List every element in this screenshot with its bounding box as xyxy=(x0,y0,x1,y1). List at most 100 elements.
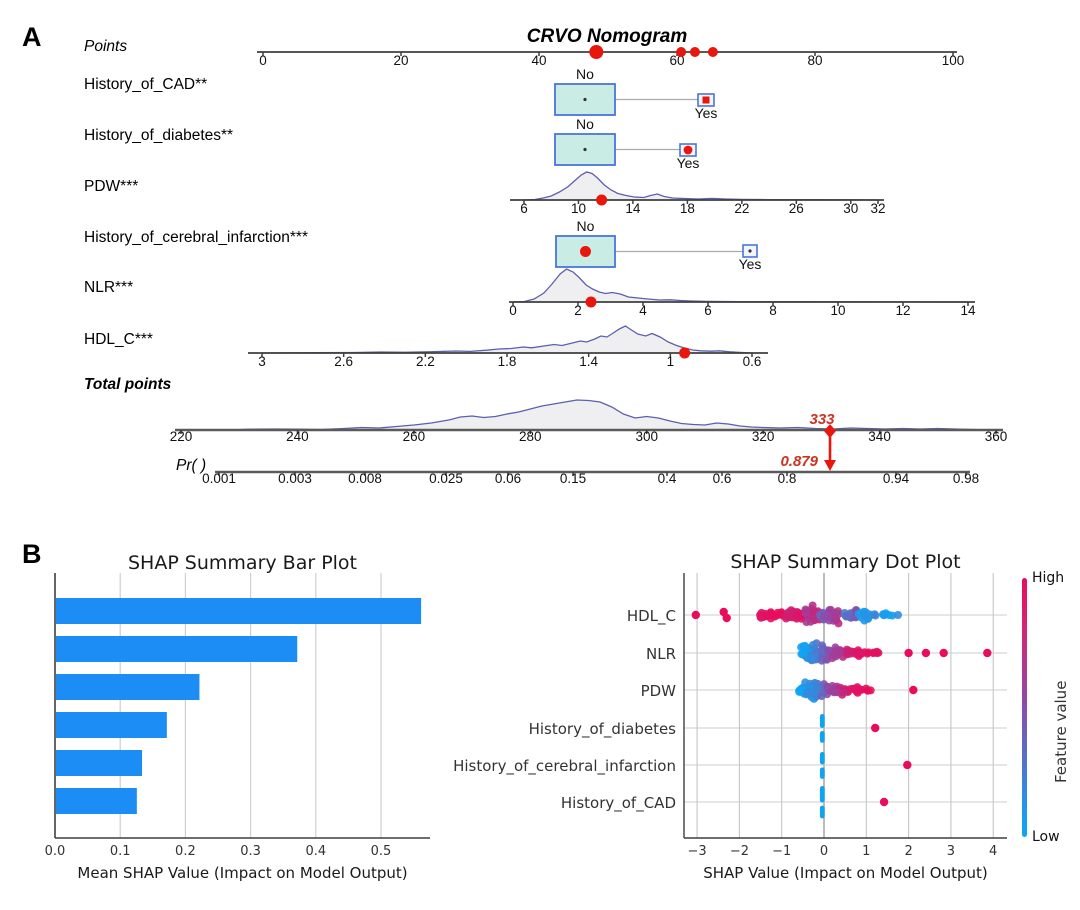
beeswarm-dot xyxy=(782,614,791,623)
beeswarm-dot xyxy=(830,608,839,617)
tick-label: −1 xyxy=(772,844,791,859)
tick-label: 0.06 xyxy=(495,471,521,486)
beeswarm-dot xyxy=(834,619,843,628)
beeswarm-dot xyxy=(805,688,814,697)
beeswarm-dot xyxy=(844,647,853,656)
beeswarm-dot xyxy=(777,610,785,619)
beeswarm-dot xyxy=(804,690,813,699)
beeswarm-dot xyxy=(794,610,803,619)
beeswarm-dot xyxy=(817,651,826,660)
beeswarm-dot xyxy=(819,609,828,618)
dot-plot-xlabel: SHAP Value (Impact on Model Output) xyxy=(703,864,988,882)
beeswarm-dot xyxy=(842,612,851,621)
beeswarm-dot xyxy=(848,613,857,622)
beeswarm-dot xyxy=(842,649,851,658)
beeswarm-dot xyxy=(860,648,869,657)
tick-label: 30 xyxy=(843,201,858,216)
beeswarm-dot xyxy=(834,648,843,657)
beeswarm-dot xyxy=(763,611,772,620)
beeswarm-dot xyxy=(799,642,808,651)
red-marker-dot xyxy=(589,45,604,59)
beeswarm-dot xyxy=(808,601,817,610)
beeswarm-dot xyxy=(795,610,804,618)
beeswarm-dot xyxy=(813,679,822,688)
beeswarm-dot xyxy=(822,682,831,691)
beeswarm-dot xyxy=(801,605,810,614)
beeswarm-dot xyxy=(831,609,840,618)
beeswarm-dot xyxy=(819,614,828,623)
beeswarm-dot xyxy=(842,611,851,620)
shap-bar xyxy=(56,598,422,624)
row-label-total-points: Total points xyxy=(84,376,172,393)
beeswarm-dot xyxy=(812,639,821,648)
beeswarm-dot xyxy=(817,610,826,618)
beeswarm-dot xyxy=(797,684,806,693)
beeswarm-dot xyxy=(759,613,768,622)
beeswarm-dot xyxy=(838,652,847,661)
beeswarm-dot xyxy=(809,641,817,649)
beeswarm-dot xyxy=(831,614,840,623)
beeswarm-dot xyxy=(813,653,822,662)
outlier-dot xyxy=(722,613,731,623)
beeswarm-dot xyxy=(806,645,815,654)
beeswarm-dot xyxy=(810,612,819,621)
beeswarm-dot xyxy=(842,612,851,621)
beeswarm-dot xyxy=(798,650,807,659)
beeswarm-dot xyxy=(846,613,855,622)
beeswarm-dot xyxy=(815,615,824,624)
tick-label: 0.6 xyxy=(713,471,732,486)
tick-label: 8 xyxy=(769,303,777,318)
beeswarm-dot xyxy=(831,647,840,656)
beeswarm-dot xyxy=(766,614,775,623)
beeswarm-dot xyxy=(818,610,827,619)
beeswarm-dot xyxy=(865,611,874,620)
beeswarm-dot xyxy=(785,610,794,618)
beeswarm-dot xyxy=(825,612,834,621)
beeswarm-dot xyxy=(819,645,828,654)
tick-label: 10 xyxy=(830,303,845,318)
beeswarm-dot xyxy=(823,655,832,664)
beeswarm-dot xyxy=(801,609,810,618)
outlier-dot xyxy=(939,648,948,658)
beeswarm-dot xyxy=(832,646,841,655)
beeswarm-dot xyxy=(820,688,829,697)
beeswarm-dot xyxy=(830,688,839,697)
probability-value: 0.879 xyxy=(780,453,818,470)
beeswarm-dot xyxy=(812,613,821,622)
beeswarm-dot xyxy=(800,651,809,660)
shap-bar xyxy=(56,750,143,776)
beeswarm-dot xyxy=(797,643,806,652)
beeswarm-dot xyxy=(831,652,840,661)
beeswarm-dot xyxy=(817,692,826,701)
beeswarm-dot xyxy=(814,653,823,662)
center-dot xyxy=(583,97,587,102)
tick-label: 3 xyxy=(258,354,266,369)
beeswarm-dot xyxy=(811,650,819,659)
beeswarm-dot xyxy=(843,611,852,620)
beeswarm-dot xyxy=(866,686,875,695)
beeswarm-dot xyxy=(812,648,821,657)
beeswarm-dot xyxy=(812,686,821,695)
beeswarm-dot xyxy=(860,607,869,616)
beeswarm-dot xyxy=(861,610,870,619)
tick-label: −3 xyxy=(688,844,707,859)
beeswarm-dot xyxy=(869,649,878,658)
tick-label: 0.15 xyxy=(560,471,586,486)
beeswarm-dot xyxy=(811,611,820,620)
beeswarm-dot xyxy=(813,689,822,698)
beeswarm-dot xyxy=(795,686,804,695)
low-value-strip xyxy=(819,767,825,779)
beeswarm-dot xyxy=(777,608,786,617)
outlier-dot xyxy=(719,607,728,617)
beeswarm-dot xyxy=(810,683,819,692)
no-label: No xyxy=(576,66,594,82)
beeswarm-dot xyxy=(842,685,851,694)
beeswarm-dot xyxy=(819,644,827,653)
beeswarm-dot xyxy=(803,649,812,657)
beeswarm-dot xyxy=(803,647,812,656)
panel-b-label: B xyxy=(22,539,42,569)
tick-label: 0.6 xyxy=(743,354,762,369)
beeswarm-dot xyxy=(811,679,820,688)
beeswarm-dot xyxy=(795,687,804,695)
bar-plot-title: SHAP Summary Bar Plot xyxy=(127,552,358,574)
